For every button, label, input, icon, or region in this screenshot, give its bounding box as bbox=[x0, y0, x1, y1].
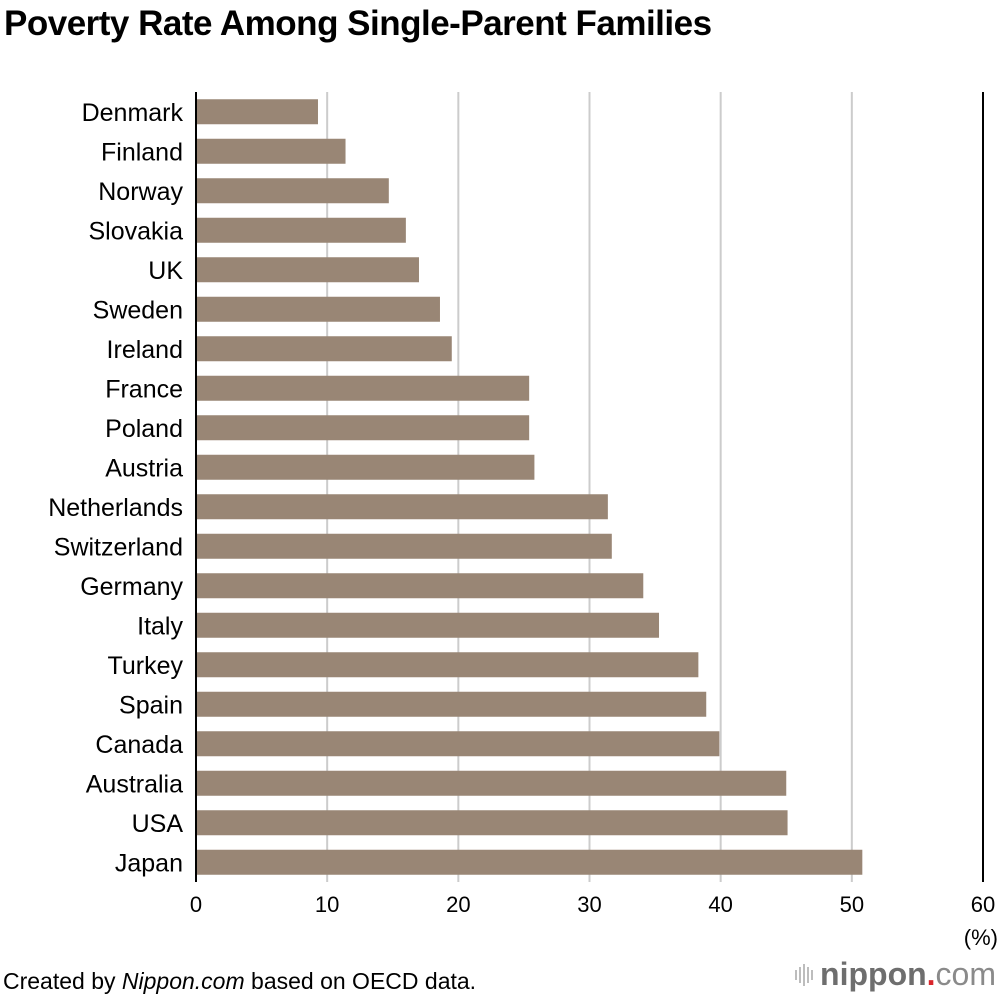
category-label: UK bbox=[148, 257, 183, 285]
bar bbox=[196, 138, 346, 164]
x-tick-label: 0 bbox=[190, 892, 202, 917]
category-label: Canada bbox=[95, 731, 183, 759]
category-label: Poland bbox=[105, 415, 183, 443]
bar bbox=[196, 217, 406, 243]
bar bbox=[196, 731, 720, 757]
category-label: Slovakia bbox=[89, 217, 184, 245]
category-label: Sweden bbox=[93, 296, 183, 324]
logo-text-main: nippon bbox=[820, 956, 927, 992]
bar bbox=[196, 257, 419, 283]
category-label: Japan bbox=[115, 849, 183, 877]
category-label: Italy bbox=[137, 612, 183, 640]
x-axis-unit-label: (%) bbox=[964, 925, 998, 950]
x-tick-label: 10 bbox=[315, 892, 339, 917]
bar bbox=[196, 415, 530, 441]
source-suffix: based on OECD data. bbox=[244, 968, 477, 994]
bar bbox=[196, 770, 787, 796]
source-italic: Nippon.com bbox=[121, 968, 245, 994]
category-label: USA bbox=[132, 810, 184, 838]
x-tick-label: 40 bbox=[708, 892, 732, 917]
bar bbox=[196, 691, 707, 717]
bar bbox=[196, 810, 788, 836]
bar bbox=[196, 652, 699, 678]
bar bbox=[196, 178, 389, 204]
x-tick-labels: 0 10 20 30 40 50 60 bbox=[190, 892, 995, 917]
bar bbox=[196, 296, 440, 322]
logo-dot: . bbox=[926, 956, 936, 992]
bar bbox=[196, 99, 318, 125]
x-tick-label: 60 bbox=[971, 892, 995, 917]
bar bbox=[196, 533, 612, 559]
bar bbox=[196, 849, 863, 875]
chart-title: Poverty Rate Among Single-Parent Familie… bbox=[4, 4, 712, 43]
category-label: Spain bbox=[119, 691, 183, 719]
category-label: Germany bbox=[80, 573, 183, 601]
x-tick-label: 20 bbox=[446, 892, 470, 917]
x-tick-label: 30 bbox=[577, 892, 601, 917]
logo-text-suffix: com bbox=[935, 956, 996, 992]
category-label: Turkey bbox=[108, 652, 184, 680]
bar bbox=[196, 375, 530, 401]
gridlines bbox=[326, 92, 853, 882]
bar bbox=[196, 612, 660, 638]
bar bbox=[196, 573, 644, 599]
bar bbox=[196, 454, 535, 480]
category-label: Austria bbox=[105, 454, 183, 482]
category-label: France bbox=[105, 375, 183, 403]
bars bbox=[196, 99, 863, 875]
category-label: Australia bbox=[86, 770, 183, 798]
bar bbox=[196, 494, 608, 520]
category-label: Switzerland bbox=[54, 533, 183, 561]
category-label: Netherlands bbox=[48, 494, 183, 522]
category-label: Norway bbox=[98, 178, 183, 206]
sound-wave-icon bbox=[795, 963, 814, 986]
category-label: Ireland bbox=[107, 336, 183, 364]
source-prefix: Created by bbox=[3, 968, 122, 994]
source-note: Created by Nippon.com based on OECD data… bbox=[3, 968, 476, 995]
nippon-logo: nippon. com bbox=[795, 956, 996, 993]
category-label: Denmark bbox=[82, 99, 184, 127]
category-label: Finland bbox=[101, 138, 183, 166]
bar bbox=[196, 336, 452, 362]
x-tick-label: 50 bbox=[840, 892, 864, 917]
category-labels: Denmark Finland Norway Slovakia UK Sweden Irel… bbox=[48, 99, 183, 878]
